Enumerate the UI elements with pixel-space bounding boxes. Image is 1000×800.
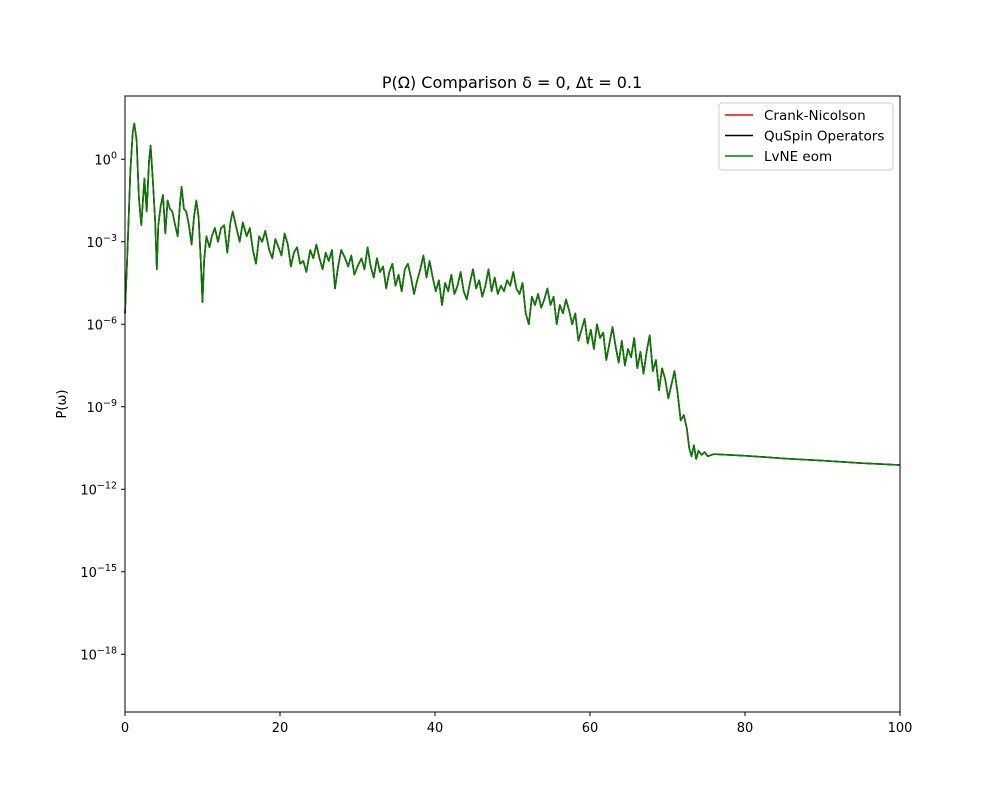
y-tick-label: 10−6 (86, 315, 117, 333)
x-tick-label: 40 (427, 721, 444, 736)
plot-frame (124, 95, 901, 713)
x-tick-label: 80 (737, 721, 754, 736)
legend-label: Crank-Nicolson (764, 108, 866, 124)
y-tick-label: 10−18 (80, 645, 117, 663)
series-line-lvne-eom (124, 122, 901, 466)
y-axis-label: P(ω) (55, 390, 70, 419)
legend: Crank-Nicolson QuSpin Operators LvNE eom (718, 102, 894, 171)
y-tick-label: 100 (94, 150, 117, 168)
legend-label: LvNE eom (764, 149, 832, 165)
x-axis: 0 20 40 60 80 100 (121, 712, 913, 736)
y-axis: 100 10−3 10−6 10−9 10−12 10−15 10−18 (80, 150, 125, 663)
x-tick-label: 60 (582, 721, 599, 736)
x-tick-label: 0 (121, 721, 129, 736)
y-tick-label: 10−3 (86, 233, 117, 251)
chart-title: P(Ω) Comparison δ = 0, Δt = 0.1 (382, 73, 642, 92)
y-tick-label: 10−15 (80, 563, 117, 581)
legend-label: QuSpin Operators (764, 129, 884, 145)
x-tick-label: 20 (272, 721, 289, 736)
legend-box (718, 102, 894, 171)
x-tick-label: 100 (888, 721, 913, 736)
series-lines (124, 122, 901, 466)
y-tick-label: 10−12 (80, 480, 117, 498)
y-tick-label: 10−9 (86, 398, 117, 416)
